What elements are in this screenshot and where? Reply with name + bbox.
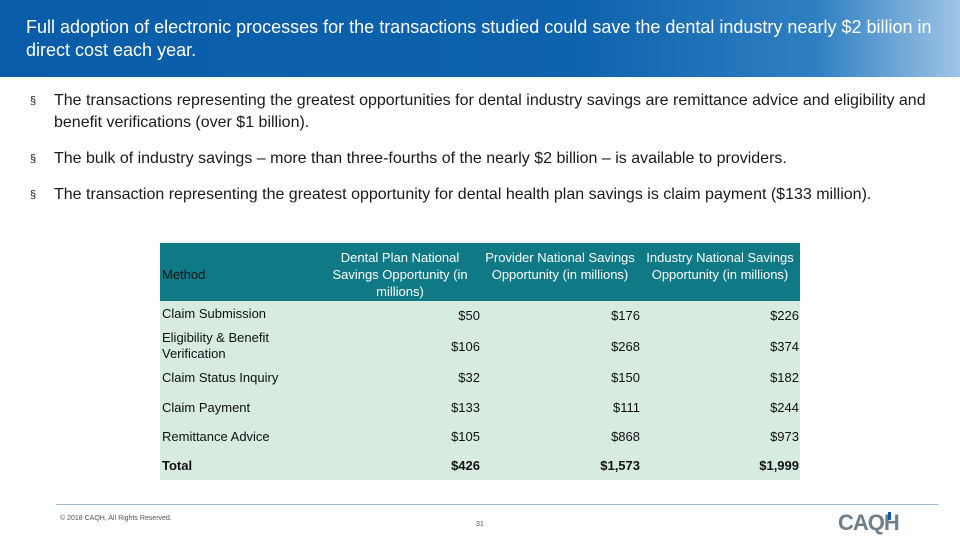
header-method: Method [162, 267, 206, 282]
bullet-item: § The transactions representing the grea… [30, 90, 930, 134]
cell-provider: $111 [613, 400, 640, 415]
cell-method: Claim Payment [162, 400, 251, 415]
cell-provider: $176 [611, 308, 640, 323]
cell-plan: $426 [451, 458, 480, 473]
bullet-list: § The transactions representing the grea… [30, 90, 930, 220]
cell-plan: $50 [458, 308, 480, 323]
cell-plan: $32 [458, 370, 480, 385]
bullet-text: The transaction representing the greates… [54, 186, 872, 203]
bullet-marker-icon: § [30, 153, 37, 165]
logo-accent [888, 512, 891, 520]
caqh-logo-icon: CAQH [838, 510, 900, 535]
cell-plan: $106 [451, 339, 480, 354]
footer-divider [56, 504, 938, 505]
table-body: Claim Submission $50 $176 $226 Eligibili… [160, 301, 800, 480]
cell-method: Claim Submission [162, 306, 267, 321]
cell-method: Total [162, 458, 193, 473]
bullet-text: The bulk of industry savings – more than… [54, 150, 787, 167]
cell-industry: $182 [770, 370, 799, 385]
bullet-text: The transactions representing the greate… [54, 92, 926, 131]
savings-table: Method Dental Plan National Savings Oppo… [160, 243, 800, 480]
cell-method: Remittance Advice [162, 429, 270, 444]
title-banner: Full adoption of electronic processes fo… [0, 0, 960, 77]
cell-industry: $1,999 [759, 458, 799, 473]
cell-provider: $1,573 [600, 458, 640, 473]
cell-plan: $133 [451, 400, 480, 415]
cell-industry: $244 [770, 400, 799, 415]
page-number: 31 [476, 521, 484, 528]
copyright-text: © 2018 CAQH, All Rights Reserved. [60, 515, 172, 522]
table-header: Method Dental Plan National Savings Oppo… [160, 243, 800, 301]
bullet-item: § The bulk of industry savings – more th… [30, 148, 930, 170]
bullet-marker-icon: § [30, 189, 37, 201]
cell-provider: $150 [611, 370, 640, 385]
cell-provider: $268 [611, 339, 640, 354]
header-provider-savings: Provider National Savings Opportunity (i… [485, 250, 635, 282]
header-plan-savings: Dental Plan National Savings Opportunity… [332, 250, 468, 299]
bullet-item: § The transaction representing the great… [30, 184, 930, 206]
cell-industry: $374 [770, 339, 799, 354]
bullet-marker-icon: § [30, 95, 37, 107]
cell-provider: $868 [611, 429, 640, 444]
slide-title: Full adoption of electronic processes fo… [26, 17, 932, 60]
cell-method: Claim Status Inquiry [162, 370, 279, 385]
cell-industry: $973 [770, 429, 799, 444]
cell-method: Eligibility & Benefit Verification [162, 330, 269, 361]
header-industry-savings: Industry National Savings Opportunity (i… [646, 250, 794, 282]
cell-industry: $226 [770, 308, 799, 323]
cell-plan: $105 [451, 429, 480, 444]
